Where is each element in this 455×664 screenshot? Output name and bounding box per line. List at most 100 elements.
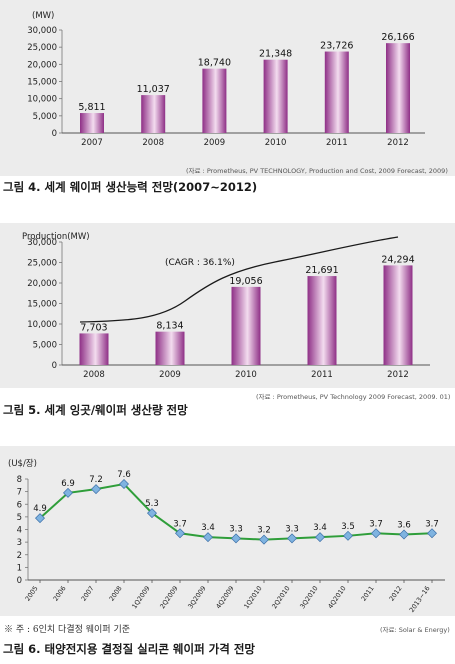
chart3-x-tick-label: 2012	[388, 585, 404, 603]
chart3-point-marker	[147, 508, 157, 519]
chart3-value-label: 3.6	[397, 521, 411, 531]
chart3-y-tick-label: 5	[17, 513, 22, 523]
chart3-point-marker	[35, 513, 45, 524]
chart3-value-label: 3.4	[313, 523, 327, 533]
chart3-value-label: 3.5	[341, 522, 355, 532]
chart3-x-tick-label: 2Q2009	[158, 585, 179, 611]
chart3-x-tick-label: 4Q2010	[326, 585, 347, 611]
chart3-point-marker	[399, 529, 409, 540]
chart1-source: (자료 : Prometheus, PV TECHNOLOGY, Product…	[186, 167, 448, 175]
chart2-bar	[155, 331, 185, 365]
chart1-caption: 그림 4. 세계 웨이퍼 생산능력 전망(2007~2012)	[3, 180, 258, 194]
chart1-unit-label: (MW)	[32, 11, 54, 21]
chart3-value-label: 7.2	[89, 475, 103, 485]
chart2-panel: Production(MW) 0 5,000 10,000 15,000 20,000 25…	[0, 223, 455, 401]
chart2-bar	[383, 265, 413, 365]
chart1-x-tick-label: 2007	[81, 138, 103, 148]
chart2-y-tick-label: 0	[52, 361, 57, 371]
chart3-y-tick-label: 3	[17, 538, 22, 548]
chart3-y-tick-label: 2	[17, 551, 22, 561]
chart1-value-label: 5,811	[78, 102, 105, 113]
chart3-y-tick-label: 6	[17, 500, 22, 510]
chart3-value-label: 7.6	[117, 470, 131, 480]
chart2-value-label: 19,056	[229, 276, 262, 287]
chart3-x-tick-label: 4Q2009	[214, 585, 235, 611]
chart2-value-label: 8,134	[156, 321, 183, 332]
chart3-y-tick-label: 1	[17, 563, 22, 573]
chart3-x-tick-label: 3Q2010	[298, 585, 319, 611]
chart3-value-label: 3.3	[285, 524, 299, 534]
chart1-bar	[324, 51, 349, 133]
chart1-value-label: 21,348	[259, 49, 292, 60]
chart3-x-tick-label: 2008	[108, 585, 124, 603]
chart1-bar	[263, 59, 288, 133]
chart3-note: ※ 주 : 6인치 다결정 웨이퍼 기준	[4, 625, 131, 635]
chart3-value-label: 4.9	[33, 504, 47, 514]
chart2-source: (자료 : Prometheus, PV Technology 2009 For…	[256, 393, 451, 401]
chart1-value-label: 18,740	[198, 58, 231, 69]
chart3-x-tick-label: 2Q2010	[270, 585, 291, 611]
chart2-unit-label: Production(MW)	[22, 232, 90, 242]
chart1-bar	[202, 68, 227, 133]
chart3-point-marker	[175, 528, 185, 539]
chart3-x-tick-label: 2006	[52, 585, 68, 603]
chart3-point-marker	[203, 532, 213, 543]
chart2-y-tick-label: 5,000	[33, 341, 57, 351]
chart3-x-tick-label: 1Q2009	[130, 585, 151, 611]
chart2-trend-curve	[79, 236, 399, 323]
chart2-x-tick-label: 2008	[83, 370, 105, 380]
chart3-point-marker	[371, 528, 381, 539]
chart3-value-label: 5.3	[145, 499, 159, 509]
chart2-y-tick-label: 10,000	[27, 320, 57, 330]
chart1-bar	[80, 113, 104, 133]
chart3-unit-label: (U$/장)	[8, 458, 37, 469]
chart2-caption: 그림 5. 세계 잉곳/웨이퍼 생산량 전망	[3, 403, 188, 417]
chart2-value-label: 24,294	[381, 254, 414, 265]
chart3-value-label: 3.3	[229, 524, 243, 534]
chart3-point-marker	[63, 487, 73, 498]
chart1-value-label: 23,726	[320, 41, 353, 52]
chart3-value-label: 3.7	[425, 519, 439, 529]
chart3-value-label: 3.4	[201, 523, 215, 533]
chart1-x-tick-label: 2011	[326, 138, 348, 148]
chart1-panel: (MW) 0 5,000 10,000 15,000 20,000 25,000 30,000…	[0, 0, 455, 176]
chart3-value-label: 3.2	[257, 526, 271, 536]
chart3-point-marker	[259, 534, 269, 545]
chart1-y-tick-label: 10,000	[27, 95, 57, 105]
chart3-x-tick-label: 2011	[360, 585, 376, 603]
chart3-svg: (U$/장) 0 1 2 3 4 5 6 7 8 4.9 2005 6.9 2006 7.2 2007 7.6 2…	[8, 458, 445, 614]
chart2-x-tick-label: 2009	[159, 370, 181, 380]
chart3-point-marker	[343, 530, 353, 541]
chart3-source: (자료: Solar & Energy)	[380, 626, 450, 634]
chart1-x-tick-label: 2008	[142, 138, 164, 148]
chart2-y-tick-label: 25,000	[27, 259, 57, 269]
chart3-point-marker	[315, 532, 325, 543]
chart1-svg: (MW) 0 5,000 10,000 15,000 20,000 25,000 30,000…	[27, 11, 425, 148]
chart1-x-tick-label: 2012	[387, 138, 409, 148]
chart2-bar	[79, 333, 109, 365]
chart2-svg: Production(MW) 0 5,000 10,000 15,000 20,000 25…	[22, 232, 430, 380]
chart3-caption: 그림 6. 태양전지용 결정질 실리콘 웨이퍼 가격 전망	[3, 642, 255, 656]
chart2-y-tick-label: 30,000	[27, 238, 57, 248]
chart3-point-marker	[231, 533, 241, 544]
chart2-x-tick-label: 2012	[387, 370, 409, 380]
chart2-value-label: 7,703	[80, 322, 107, 333]
chart2-bar	[231, 286, 261, 365]
chart1-value-label: 11,037	[137, 84, 170, 95]
chart1-y-tick-label: 15,000	[27, 78, 57, 88]
chart3-point-marker	[287, 533, 297, 544]
chart3-x-tick-label: 2013~16	[408, 585, 432, 614]
chart3-x-tick-label: 2007	[80, 585, 96, 603]
chart1-y-tick-label: 0	[52, 129, 57, 139]
chart1-y-tick-label: 25,000	[27, 43, 57, 53]
chart3-value-label: 3.7	[173, 519, 187, 529]
chart3-value-label: 6.9	[61, 479, 75, 489]
chart1-y-tick-label: 5,000	[33, 112, 57, 122]
chart3-x-tick-label: 2005	[24, 585, 40, 603]
chart3-point-marker	[91, 484, 101, 495]
chart3-x-tick-label: 1Q2010	[242, 585, 263, 611]
chart3-x-tick-label: 3Q2009	[186, 585, 207, 611]
chart1-x-tick-label: 2009	[204, 138, 226, 148]
chart3-value-label: 3.7	[369, 519, 383, 529]
chart2-cagr-annotation: (CAGR : 36.1%)	[165, 258, 235, 268]
